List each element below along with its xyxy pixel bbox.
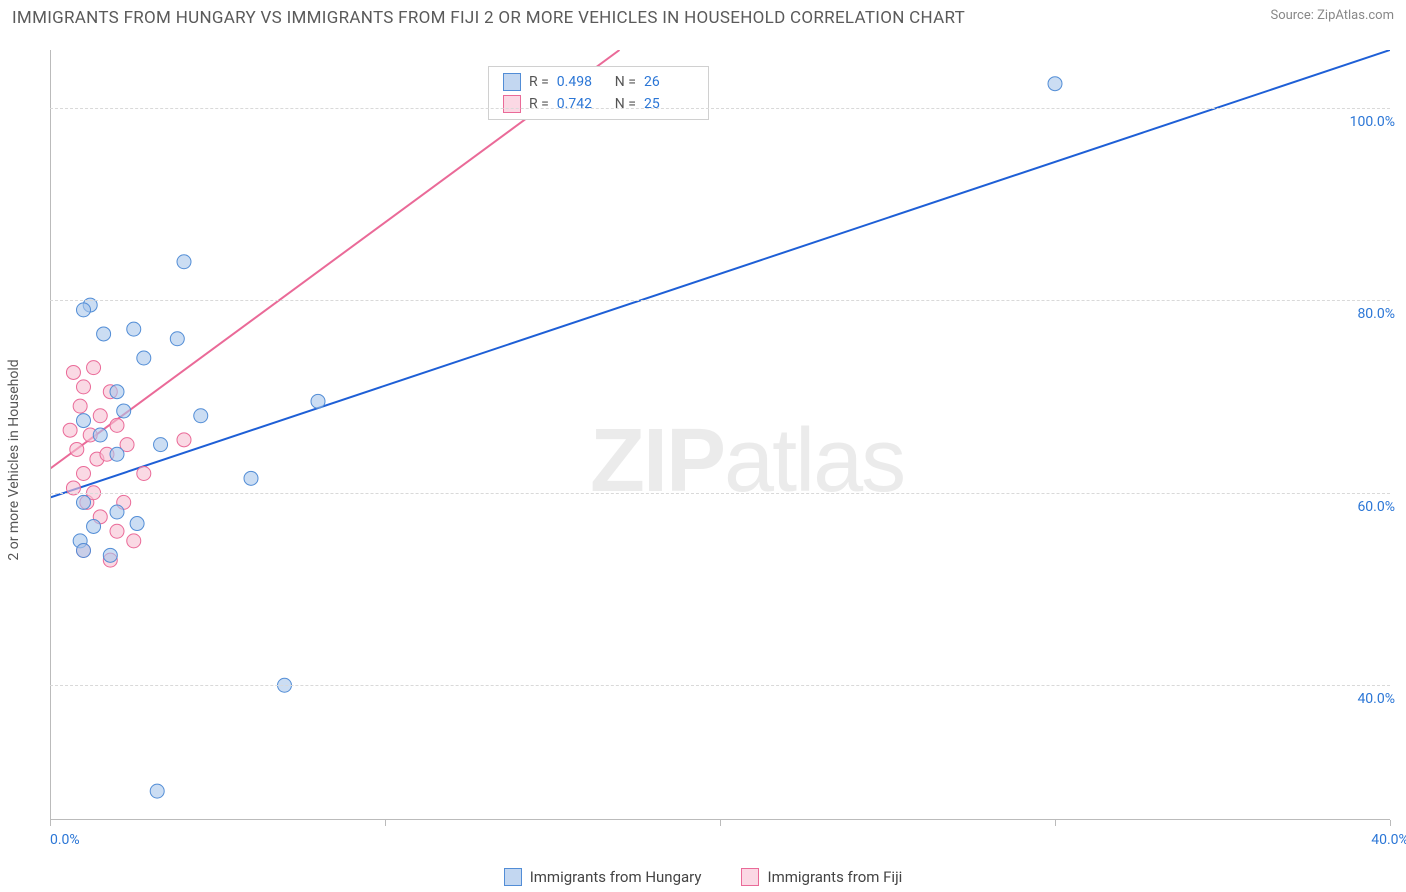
data-point bbox=[170, 332, 184, 346]
data-point bbox=[93, 409, 107, 423]
data-point bbox=[194, 409, 208, 423]
x-tick-mark bbox=[1390, 820, 1391, 826]
chart-wrap: 2 or more Vehicles in Household ZIPatlas… bbox=[0, 40, 1406, 892]
data-point bbox=[87, 519, 101, 533]
data-point bbox=[77, 303, 91, 317]
gridline-h bbox=[50, 685, 1390, 686]
data-point bbox=[110, 418, 124, 432]
data-point bbox=[127, 322, 141, 336]
data-point bbox=[127, 534, 141, 548]
legend-item: Immigrants from Hungary bbox=[504, 868, 702, 886]
data-point bbox=[154, 438, 168, 452]
data-point bbox=[1048, 77, 1062, 91]
data-point bbox=[103, 548, 117, 562]
data-point bbox=[110, 385, 124, 399]
legend-swatch bbox=[504, 868, 522, 886]
data-point bbox=[311, 394, 325, 408]
data-point bbox=[130, 517, 144, 531]
y-tick-label: 80.0% bbox=[1325, 306, 1395, 322]
legend-n-value: 25 bbox=[644, 96, 694, 112]
x-tick-label: 0.0% bbox=[50, 832, 80, 848]
x-tick-mark bbox=[50, 820, 51, 826]
legend-row: R = 0.742 N = 25 bbox=[489, 93, 708, 115]
data-point bbox=[97, 327, 111, 341]
legend-n-label: N = bbox=[615, 96, 636, 112]
data-point bbox=[70, 442, 84, 456]
gridline-h bbox=[50, 493, 1390, 494]
trend-line bbox=[50, 50, 1390, 498]
chart-title: IMMIGRANTS FROM HUNGARY VS IMMIGRANTS FR… bbox=[12, 8, 965, 28]
legend-r-label: R = bbox=[529, 96, 549, 112]
data-point bbox=[177, 255, 191, 269]
data-point bbox=[77, 380, 91, 394]
legend-row: R = 0.498 N = 26 bbox=[489, 71, 708, 93]
legend-swatch bbox=[503, 73, 521, 91]
data-point bbox=[63, 423, 77, 437]
data-point bbox=[77, 414, 91, 428]
header-row: IMMIGRANTS FROM HUNGARY VS IMMIGRANTS FR… bbox=[0, 0, 1406, 32]
y-tick-label: 100.0% bbox=[1325, 114, 1395, 130]
x-tick-mark bbox=[385, 820, 386, 826]
data-point bbox=[110, 447, 124, 461]
plot-area: ZIPatlas R =0.498N =26R =0.742N =25 40.0… bbox=[50, 50, 1390, 820]
data-point bbox=[177, 433, 191, 447]
data-point bbox=[93, 428, 107, 442]
x-tick-mark bbox=[720, 820, 721, 826]
data-point bbox=[66, 365, 80, 379]
data-point bbox=[77, 495, 91, 509]
legend-r-label: R = bbox=[529, 74, 549, 90]
data-point bbox=[117, 404, 131, 418]
gridline-h bbox=[50, 108, 1390, 109]
data-point bbox=[150, 784, 164, 798]
legend-label: Immigrants from Fiji bbox=[767, 868, 902, 886]
y-axis-label: 2 or more Vehicles in Household bbox=[6, 359, 22, 560]
data-point bbox=[244, 471, 258, 485]
y-tick-label: 40.0% bbox=[1325, 691, 1395, 707]
data-point bbox=[77, 544, 91, 558]
source-text: Source: ZipAtlas.com bbox=[1270, 8, 1394, 23]
x-tick-mark bbox=[1055, 820, 1056, 826]
gridline-h bbox=[50, 300, 1390, 301]
correlation-legend: R = 0.498 N = 26 R = 0.742 N = 25 bbox=[488, 66, 709, 120]
legend-item: Immigrants from Fiji bbox=[741, 868, 902, 886]
y-axis-line bbox=[50, 50, 51, 820]
legend-n-value: 26 bbox=[644, 74, 694, 90]
legend-label: Immigrants from Hungary bbox=[530, 868, 702, 886]
data-point bbox=[87, 361, 101, 375]
data-point bbox=[110, 505, 124, 519]
legend-r-value: 0.742 bbox=[557, 96, 607, 112]
chart-svg bbox=[50, 50, 1390, 820]
legend-r-value: 0.498 bbox=[557, 74, 607, 90]
data-point bbox=[77, 467, 91, 481]
data-point bbox=[137, 351, 151, 365]
legend-n-label: N = bbox=[615, 74, 636, 90]
data-point bbox=[110, 524, 124, 538]
y-tick-label: 60.0% bbox=[1325, 499, 1395, 515]
legend-swatch bbox=[503, 95, 521, 113]
series-legend: Immigrants from Hungary Immigrants from F… bbox=[0, 868, 1406, 886]
x-tick-label: 40.0% bbox=[1371, 832, 1406, 848]
data-point bbox=[73, 399, 87, 413]
legend-swatch bbox=[741, 868, 759, 886]
data-point bbox=[137, 467, 151, 481]
